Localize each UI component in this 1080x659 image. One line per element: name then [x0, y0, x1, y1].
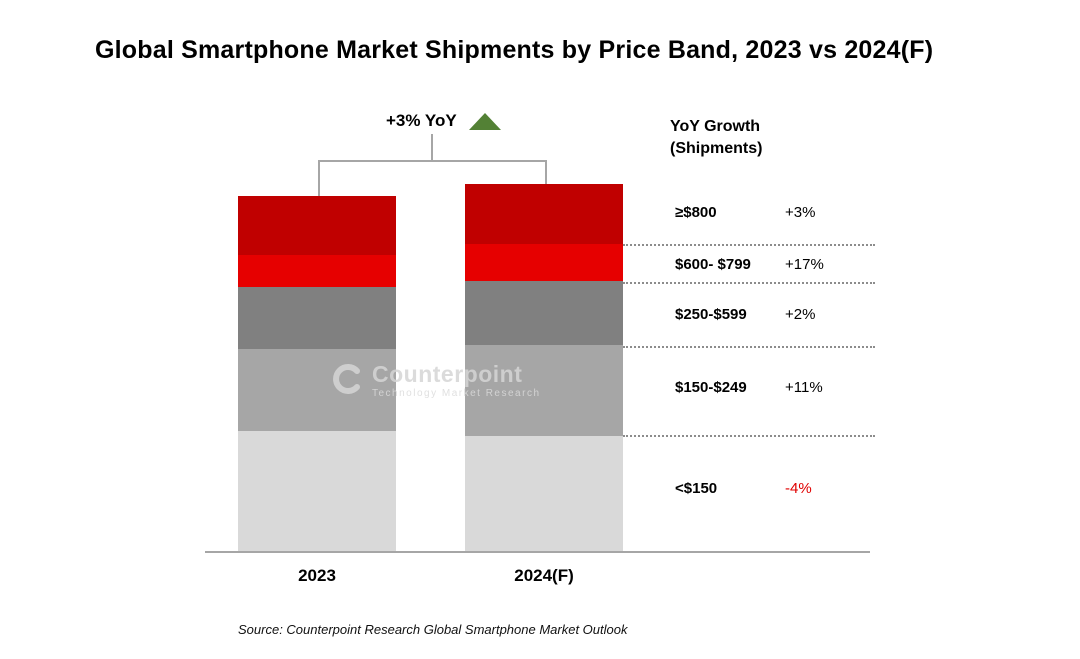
yoy-header-line1: YoY Growth: [670, 118, 761, 135]
bar-segment--250-599: [238, 287, 396, 349]
bracket-line-left: [318, 160, 320, 198]
bar-segment--250-599: [465, 281, 623, 345]
growth-value: +11%: [785, 378, 823, 396]
x-axis-line: [205, 551, 870, 553]
bar-segment--600-799: [238, 255, 396, 287]
price-band-label: ≥$800: [675, 203, 717, 221]
price-band-label: $600- $799: [675, 255, 751, 273]
total-yoy-label: +3% YoY: [386, 111, 457, 130]
watermark-tagline: Technology Market Research: [372, 388, 541, 399]
yoy-row: $150-$249 +11%: [675, 376, 890, 398]
watermark-name: Counterpoint: [372, 361, 523, 387]
bar-segment--150-249: [465, 345, 623, 436]
bar-segment--800: [465, 184, 623, 244]
bracket-line-right: [545, 160, 547, 186]
watermark: Counterpoint Technology Market Research: [330, 362, 541, 401]
x-axis-label-2023: 2023: [298, 566, 336, 585]
yoy-panel-header: YoY Growth (Shipments): [670, 116, 762, 160]
bar-2023: [238, 196, 396, 552]
growth-value: +2%: [785, 305, 816, 323]
yoy-row: $600- $799 +17%: [675, 253, 890, 275]
bar-segment--800: [238, 196, 396, 255]
price-band-label: $250-$599: [675, 305, 747, 323]
yoy-row: $250-$599 +2%: [675, 303, 890, 325]
total-yoy-annotation: +3% YoY: [386, 111, 501, 131]
yoy-header-line2: (Shipments): [670, 140, 763, 157]
bar-segment--150: [238, 431, 396, 552]
bar-segment--150: [465, 436, 623, 552]
growth-value: +17%: [785, 255, 824, 273]
x-axis-label-2024f: 2024(F): [514, 566, 574, 585]
bar-2024f: [465, 184, 623, 552]
dotted-separator: [623, 282, 875, 284]
price-band-label: <$150: [675, 479, 718, 497]
up-triangle-icon: [468, 112, 501, 130]
growth-value: +3%: [785, 203, 816, 221]
yoy-row: ≥$800 +3%: [675, 201, 890, 223]
price-band-label: $150-$249: [675, 378, 747, 396]
bracket-line-top: [318, 160, 547, 162]
yoy-row: <$150 -4%: [675, 477, 890, 499]
bracket-line-center: [431, 134, 433, 161]
source-note: Source: Counterpoint Research Global Sma…: [238, 622, 628, 637]
bar-segment--600-799: [465, 244, 623, 281]
bar-segment--150-249: [238, 349, 396, 431]
dotted-separator: [623, 244, 875, 246]
growth-value: -4%: [785, 479, 812, 497]
dotted-separator: [623, 346, 875, 348]
chart-title: Global Smartphone Market Shipments by Pr…: [95, 36, 934, 64]
dotted-separator: [623, 435, 875, 437]
counterpoint-logo-icon: [330, 362, 364, 401]
